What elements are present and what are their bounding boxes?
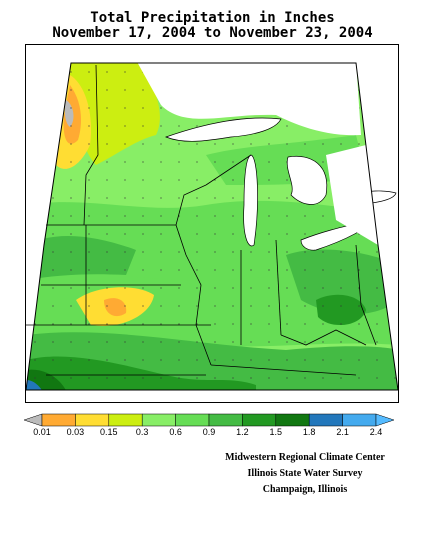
legend-swatch — [308, 413, 343, 427]
legend-swatch — [108, 413, 143, 427]
legend-swatch — [41, 413, 76, 427]
legend-colorbar — [23, 413, 395, 427]
great-lakes — [165, 117, 397, 251]
lake-michigan — [243, 154, 258, 247]
border-mn-nd — [83, 64, 99, 226]
legend-tick-label: 0.3 — [135, 427, 149, 437]
canada-white — [136, 60, 361, 136]
legend-swatch — [141, 413, 176, 427]
legend-tick-label: 1.2 — [236, 427, 249, 437]
credit-location: Champaign, Illinois — [262, 484, 348, 495]
legend-tick-label: 2.4 — [369, 427, 383, 437]
border-pa-wv — [355, 244, 377, 346]
lake-huron — [286, 155, 328, 205]
legend-swatch — [342, 413, 377, 427]
map-outline — [26, 62, 398, 391]
border-mn-ia — [84, 184, 207, 226]
legend-tick-label: 1.5 — [269, 427, 283, 437]
lake-superior — [165, 117, 282, 142]
border-ky-tn — [210, 364, 357, 376]
legend-tick-label: 2.1 — [336, 427, 349, 437]
map-date-range: November 17, 2004 to November 23, 2004 — [52, 25, 373, 41]
legend-swatch — [208, 413, 243, 427]
legend-arrow-high — [375, 413, 395, 427]
legend-tick-label: 0.01 — [33, 427, 51, 437]
credit-mrcc: Midwestern Regional Climate Center — [225, 452, 385, 463]
legend-tick-label: 0.6 — [169, 427, 182, 437]
legend-tick-label: 0.9 — [202, 427, 216, 437]
legend-swatch — [275, 413, 310, 427]
credit-isws: Illinois State Water Survey — [247, 468, 363, 479]
legend-swatch — [75, 413, 110, 427]
legend-tick-label: 1.8 — [302, 427, 316, 437]
ontario-white — [326, 145, 378, 245]
border-ohio-river — [280, 329, 367, 346]
legend-swatch — [242, 413, 277, 427]
legend-tick-label: 0.03 — [66, 427, 85, 437]
map-title: Total Precipitation in Inches — [90, 10, 335, 26]
state-boundaries — [26, 64, 377, 376]
border-in-oh — [275, 239, 282, 336]
legend-swatch — [175, 413, 210, 427]
legend-arrow-low — [23, 413, 43, 427]
border-wi-mi — [205, 154, 252, 186]
border-ia-il — [175, 224, 212, 366]
map-svg — [26, 45, 398, 402]
legend-tick-label: 0.15 — [100, 427, 118, 437]
legend: 0.01 0.03 0.15 0.3 0.6 0.9 1.2 1.5 1.8 2.1 2.4 — [23, 412, 395, 438]
precipitation-map — [25, 44, 399, 403]
